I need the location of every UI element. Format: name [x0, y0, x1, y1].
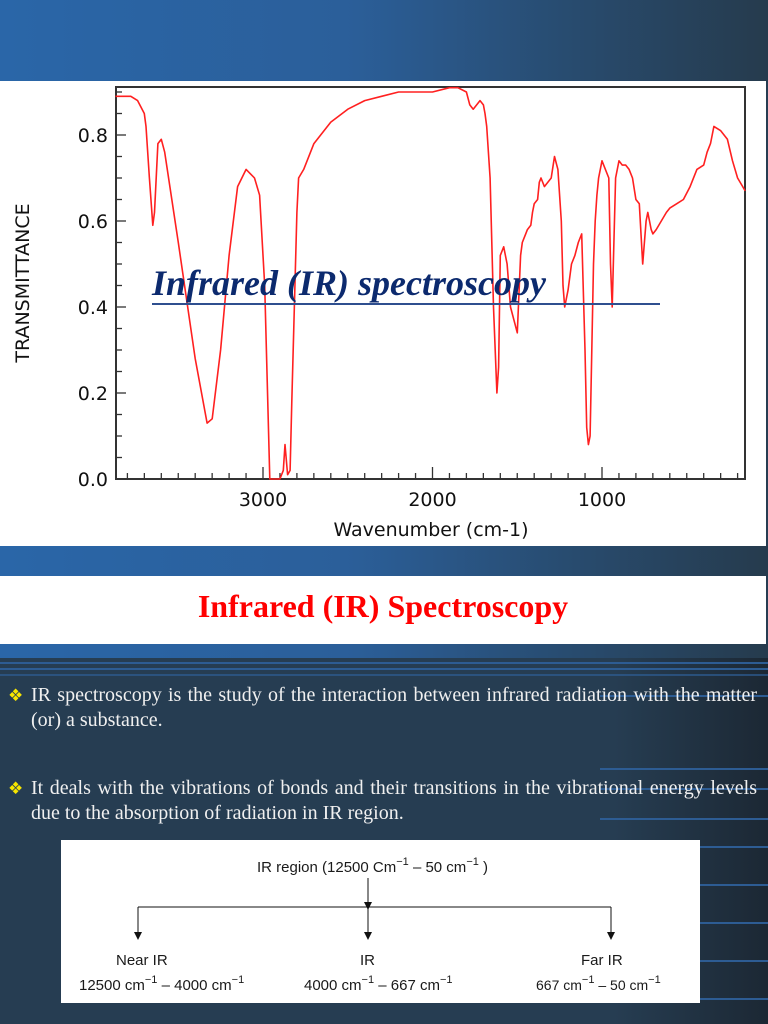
decorative-line [0, 674, 768, 676]
decorative-line [700, 998, 768, 1000]
decorative-line [600, 788, 768, 790]
svg-text:2000: 2000 [408, 489, 456, 511]
overlay-title-underline [152, 303, 660, 305]
divider-band-lower [0, 644, 768, 658]
ir-spectrum-chart: TRANSMITTANCE 0.0 0.2 0.4 0.6 0.8 3000 2000 10… [12, 86, 746, 541]
ir-spectrum-chart-panel: TRANSMITTANCE 0.0 0.2 0.4 0.6 0.8 3000 2000 10… [0, 81, 766, 546]
plot-frame [115, 86, 746, 480]
svg-text:TRANSMITTANCE: TRANSMITTANCE [12, 203, 34, 363]
decorative-line [700, 884, 768, 886]
slide-title-panel: Infrared (IR) Spectroscopy [0, 576, 766, 645]
x-ticks: 3000 2000 1000 [126, 467, 739, 511]
decorative-line [600, 695, 768, 697]
decorative-line [600, 768, 768, 770]
decorative-line [0, 662, 768, 664]
arrow-down-icon [364, 932, 372, 940]
decorative-line [700, 846, 768, 848]
slide-title: Infrared (IR) Spectroscopy [197, 588, 569, 624]
far-ir-label: Far IR [581, 952, 623, 969]
arrow-down-icon [607, 932, 615, 940]
ir-label: IR [360, 952, 375, 969]
header-band [0, 0, 768, 81]
bullet-item: ❖ IR spectroscopy is the study of the in… [8, 683, 757, 733]
decorative-line [700, 960, 768, 962]
ir-range: 4000 cm−1 – 667 cm−1 [304, 974, 453, 994]
y-axis-label: TRANSMITTANCE [12, 203, 34, 363]
svg-text:0.6: 0.6 [78, 211, 108, 233]
overlay-title: Infrared (IR) spectroscopy [152, 263, 546, 303]
decorative-line [600, 818, 768, 820]
near-ir-label: Near IR [116, 952, 168, 969]
svg-text:3000: 3000 [239, 489, 287, 511]
diamond-cluster-icon: ❖ [8, 686, 24, 705]
bullet-item: ❖ It deals with the vibrations of bonds … [8, 776, 757, 826]
far-ir-range: 667 cm−1 – 50 cm−1 [536, 974, 661, 993]
svg-text:0.0: 0.0 [78, 469, 108, 491]
decorative-line [700, 922, 768, 924]
x-axis-label: Wavenumber (cm-1) [333, 519, 528, 541]
arrow-down-icon [364, 902, 372, 910]
svg-text:0.4: 0.4 [78, 297, 108, 319]
bullet-text: IR spectroscopy is the study of the inte… [31, 684, 757, 731]
svg-text:0.2: 0.2 [78, 383, 108, 405]
arrow-down-icon [134, 932, 142, 940]
bullet-text: It deals with the vibrations of bonds an… [31, 777, 757, 824]
svg-text:1000: 1000 [578, 489, 626, 511]
diagram-connectors [134, 878, 615, 940]
near-ir-range: 12500 cm−1 – 4000 cm−1 [79, 974, 245, 994]
svg-text:0.8: 0.8 [78, 125, 108, 147]
divider-band [0, 546, 768, 576]
ir-region-root-label: IR region (12500 Cm−1 – 50 cm−1 ) [257, 856, 489, 876]
y-ticks: 0.0 0.2 0.4 0.6 0.8 [78, 91, 126, 491]
decorative-line [0, 668, 768, 670]
diamond-cluster-icon: ❖ [8, 779, 24, 798]
ir-region-diagram: IR region (12500 Cm−1 – 50 cm−1 ) Near I… [61, 840, 700, 1003]
spectrum-line [115, 86, 746, 480]
